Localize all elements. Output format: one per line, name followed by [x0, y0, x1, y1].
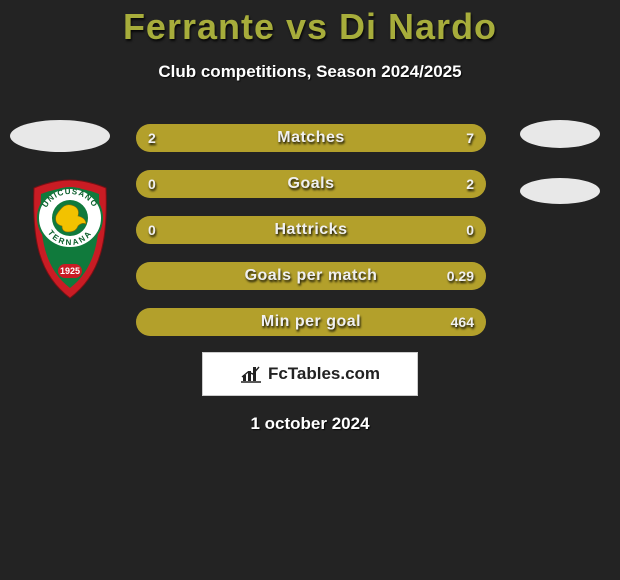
badge-year: 1925	[60, 266, 80, 276]
stat-row: 00Hattricks	[136, 216, 486, 244]
stat-label: Min per goal	[136, 308, 486, 336]
date-text: 1 october 2024	[0, 414, 620, 434]
stat-label: Goals per match	[136, 262, 486, 290]
bar-chart-icon	[240, 365, 262, 383]
stat-label: Hattricks	[136, 216, 486, 244]
page-title: Ferrante vs Di Nardo	[0, 0, 620, 48]
stat-row: 464Min per goal	[136, 308, 486, 336]
club-badge: UNICUSANO TERNANA 1925	[30, 178, 110, 300]
stat-label: Goals	[136, 170, 486, 198]
stat-row: 02Goals	[136, 170, 486, 198]
player-right-flag	[520, 178, 600, 204]
player-left-avatar	[10, 120, 110, 152]
brand-text: FcTables.com	[268, 364, 380, 384]
subtitle: Club competitions, Season 2024/2025	[0, 62, 620, 82]
stats-panel: 27Matches 02Goals 00Hattricks 0.29Goals per…	[136, 124, 486, 354]
brand-box: FcTables.com	[202, 352, 418, 396]
stat-label: Matches	[136, 124, 486, 152]
stat-row: 0.29Goals per match	[136, 262, 486, 290]
player-right-avatar	[520, 120, 600, 148]
stat-row: 27Matches	[136, 124, 486, 152]
